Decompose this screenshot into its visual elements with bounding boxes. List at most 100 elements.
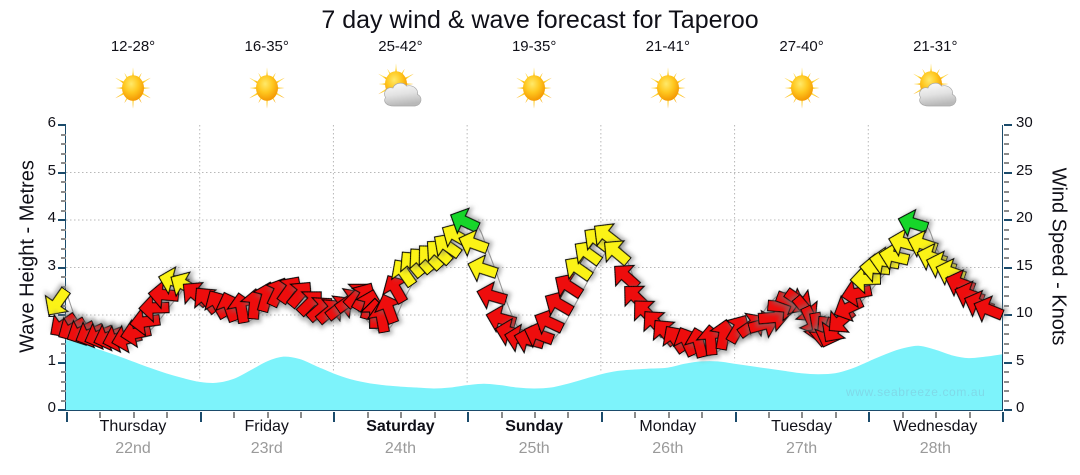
left-tick-minor [61,238,66,240]
right-tick-label-30: 30 [1016,114,1033,131]
sun-ray [378,73,389,81]
sun-ray [783,77,794,85]
right-tick-minor [1004,342,1009,345]
bottom-tick-sub [233,412,236,418]
bottom-tick-sub [634,412,637,418]
page-title: 7 day wind & wave forecast for Taperoo [321,6,759,34]
sun-ray [276,86,285,90]
bottom-tick-day [734,412,737,422]
sun-ray [248,77,260,85]
left-tick-minor [61,143,66,145]
wind-arrow-glyph-mid [604,240,632,267]
bottom-tick-sub [801,412,804,418]
right-tick-minor [1004,247,1009,250]
left-tick-major [58,409,66,411]
right-tick-minor [1004,209,1009,212]
day-footer-saturday: Saturday 24th [333,416,467,460]
sun-ray [115,77,126,85]
left-tick-minor [61,162,66,164]
left-tick-minor [61,342,66,345]
sun-ray [543,86,552,90]
right-tick-major [1004,219,1012,221]
sun-ray [378,87,389,95]
sun-disc [122,75,144,101]
bottom-tick-sub [433,412,436,418]
wind-arrow [449,207,481,235]
bottom-tick-sub [534,412,536,418]
left-tick-minor [61,380,66,383]
wind-arrow [467,253,499,283]
day-name: Thursday [99,418,167,435]
bottom-tick-day [467,412,470,422]
cloud-shape [919,82,957,107]
right-tick-minor [1004,152,1009,155]
sun-cloud-icon [368,60,432,116]
right-tick-minor [1004,190,1009,193]
left-tick-major [58,171,66,174]
right-axis-title: Wind Speed - Knots [1047,167,1070,346]
day-footer-tuesday: Tuesday 27th [735,416,869,460]
left-tick-minor [61,390,66,392]
day-name: Sunday [505,418,564,435]
wave-height-area [65,337,1003,410]
bottom-tick-sub [567,412,570,418]
bottom-tick-sub [400,412,403,418]
temperature-range: 16-35° [244,38,289,55]
day-date: 28th [919,440,951,457]
day-name: Saturday [366,418,435,435]
sun-icon [783,67,820,109]
sun-cloud-icon [903,60,967,116]
sun-ray [541,77,552,85]
left-tick-minor [61,276,66,278]
bottom-tick-sub [968,412,971,418]
sun-icon [235,60,299,116]
day-header-thursday: 12-28° [66,38,200,116]
wind-arrow-glyph-high [449,207,481,235]
temperature-range: 21-31° [913,38,958,55]
day-name: Friday [244,418,289,435]
plot-area [44,125,1005,410]
bottom-tick-sub [701,412,704,418]
wind-arrow [476,280,509,311]
sun-ray [938,73,950,81]
wind-arrow-glyph-mid [467,253,499,283]
sun-ray [783,91,794,99]
right-tick-minor [1004,304,1009,307]
sun-ray [675,77,686,85]
sun-ray [379,82,387,86]
bottom-tick-sub [366,412,369,418]
left-tick-major [58,124,66,126]
sun-cloud-icon [913,63,957,107]
right-tick-minor [1004,295,1009,297]
sun-ray [516,86,525,90]
temperature-range: 19-35° [511,38,557,55]
right-tick-minor [1004,285,1009,288]
day-date: 22nd [115,440,151,457]
sun-ray [650,86,659,90]
wind-arrow-glyph-mid [44,286,72,316]
watermark: www.seabreeze.com.au [846,385,986,399]
day-header-sunday: 19-35° [467,38,601,116]
wind-arrow [897,208,930,238]
sun-icon [636,60,700,116]
right-tick-label-20: 20 [1016,209,1033,226]
wave-height-line [65,337,1003,389]
left-tick-minor [61,228,66,231]
left-tick-label-3: 3 [47,256,56,274]
sun-ray [405,82,414,86]
left-tick-minor [61,209,66,212]
sun-ray [140,91,151,99]
day-name: Monday [639,418,697,435]
right-axis-line [1001,125,1003,411]
right-tick-minor [1004,238,1009,240]
left-tick-minor [61,181,66,183]
bottom-tick-day [333,412,336,422]
sun-disc [790,75,813,101]
sun-icon [502,60,566,116]
wind-arrow-glyph-mid [458,228,490,258]
day-date: 24th [384,440,416,457]
day-footer-wednesday: Wednesday 28th [868,416,1002,460]
left-tick-minor [61,190,66,193]
right-tick-minor [1004,143,1009,145]
left-tick-label-5: 5 [47,161,56,179]
